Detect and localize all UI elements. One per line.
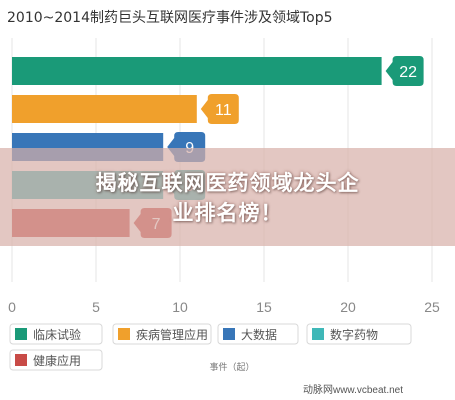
legend-item: 数字药物 [306,323,412,345]
legend-label: 健康应用 [33,353,81,368]
x-tick-label: 10 [172,299,188,315]
x-tick-label: 5 [92,299,100,315]
legend-item: 临床试验 [9,323,103,345]
data-label: 11 [215,102,232,119]
x-axis-ticks: 0 5 10 15 20 25 [8,299,440,315]
legend-swatch [223,328,235,340]
chart-title: 2010~2014制药巨头互联网医疗事件涉及领域Top5 [7,10,333,26]
x-tick-label: 0 [8,299,16,315]
value-callout [385,56,424,86]
overlay-headline-line2: 业排名榜！ [172,201,283,225]
legend-swatch [118,328,130,340]
legend-swatch [15,328,27,340]
legend-label: 数字药物 [330,327,378,342]
legend-swatch [15,354,27,366]
overlay-headline-line1: 揭秘互联网医药领域龙头企 [95,171,360,195]
legend-item: 疾病管理应用 [112,323,212,345]
legend-label: 临床试验 [33,327,81,342]
overlay-banner [0,148,455,246]
legend-label: 疾病管理应用 [136,327,208,342]
x-tick-label: 15 [256,299,272,315]
data-label: 22 [399,64,417,81]
source-credit: 动脉网www.vcbeat.net [303,383,403,396]
legend-item: 大数据 [217,323,299,345]
x-tick-label: 20 [340,299,356,315]
x-tick-label: 25 [424,299,440,315]
value-callout [200,94,239,124]
legend-label: 大数据 [241,327,277,342]
bar [12,57,382,85]
x-axis-title: 事件（起） [209,361,254,373]
legend-item: 健康应用 [9,349,103,371]
bar [12,95,197,123]
overlay-headline[interactable]: 揭秘互联网医药领域龙头企 业排名榜！ [0,168,455,228]
legend-swatch [312,328,324,340]
